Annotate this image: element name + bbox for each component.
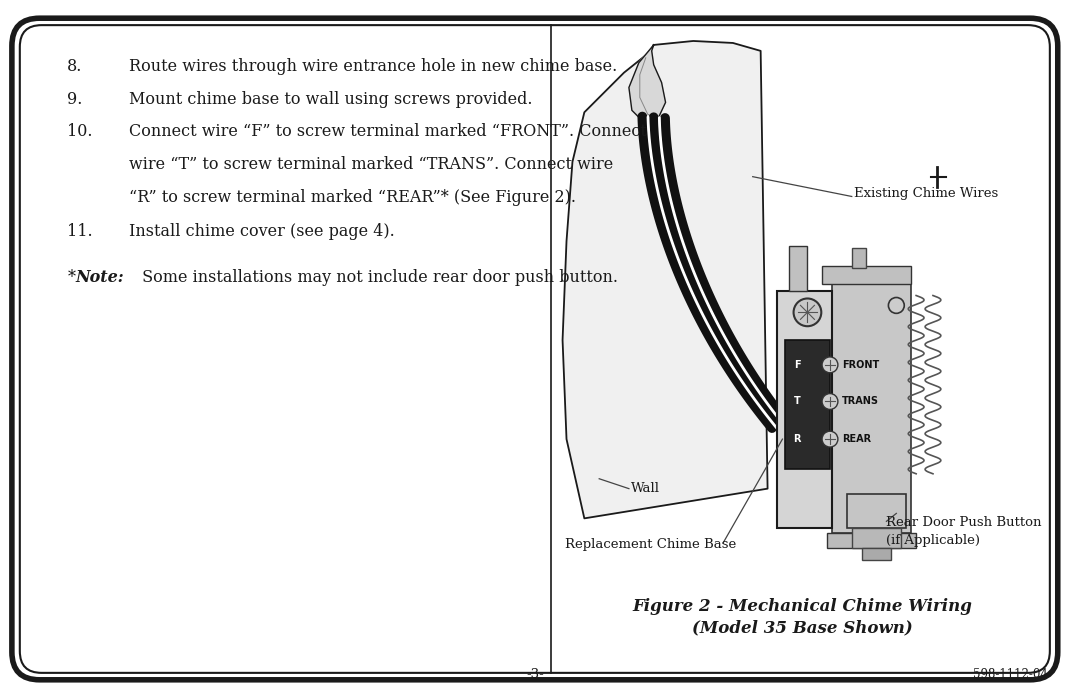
Text: REAR: REAR bbox=[841, 434, 870, 444]
Text: R: R bbox=[794, 434, 801, 444]
Bar bbox=[785, 340, 829, 469]
Text: (if Applicable): (if Applicable) bbox=[887, 534, 981, 547]
Bar bbox=[827, 533, 916, 548]
Text: “R” to screw terminal marked “REAR”* (See Figure 2).: “R” to screw terminal marked “REAR”* (Se… bbox=[129, 188, 576, 205]
Text: (Model 35 Base Shown): (Model 35 Base Shown) bbox=[692, 619, 913, 637]
Circle shape bbox=[794, 299, 821, 326]
Circle shape bbox=[889, 297, 904, 313]
Text: -3-: -3- bbox=[526, 669, 543, 681]
Polygon shape bbox=[629, 45, 665, 122]
Text: 598-1112-04: 598-1112-04 bbox=[973, 669, 1048, 681]
FancyBboxPatch shape bbox=[12, 18, 1057, 680]
Circle shape bbox=[822, 431, 838, 447]
Text: 11.: 11. bbox=[67, 223, 93, 240]
Text: T: T bbox=[794, 396, 800, 406]
Text: Wall: Wall bbox=[631, 482, 660, 495]
Text: Rear Door Push Button: Rear Door Push Button bbox=[887, 517, 1042, 529]
Text: 10.: 10. bbox=[67, 123, 93, 140]
Text: Some installations may not include rear door push button.: Some installations may not include rear … bbox=[137, 269, 618, 285]
Circle shape bbox=[822, 394, 838, 410]
Bar bbox=[832, 276, 912, 533]
Bar bbox=[778, 290, 832, 528]
Bar bbox=[852, 528, 902, 548]
Text: Existing Chime Wires: Existing Chime Wires bbox=[853, 187, 998, 200]
Text: Note:: Note: bbox=[76, 269, 124, 285]
Bar bbox=[862, 548, 891, 560]
Text: Replacement Chime Base: Replacement Chime Base bbox=[565, 538, 735, 551]
Text: F: F bbox=[794, 360, 800, 370]
Text: FRONT: FRONT bbox=[841, 360, 879, 370]
Polygon shape bbox=[563, 41, 768, 519]
Text: Mount chime base to wall using screws provided.: Mount chime base to wall using screws pr… bbox=[129, 91, 532, 107]
Text: *: * bbox=[67, 269, 76, 285]
Bar bbox=[822, 266, 912, 283]
Text: wire “T” to screw terminal marked “TRANS”. Connect wire: wire “T” to screw terminal marked “TRANS… bbox=[129, 156, 613, 173]
Text: Route wires through wire entrance hole in new chime base.: Route wires through wire entrance hole i… bbox=[129, 58, 617, 75]
Text: Connect wire “F” to screw terminal marked “FRONT”. Connect: Connect wire “F” to screw terminal marke… bbox=[129, 123, 647, 140]
Bar bbox=[852, 248, 866, 268]
Text: 8.: 8. bbox=[67, 58, 83, 75]
Text: TRANS: TRANS bbox=[841, 396, 879, 406]
Bar bbox=[847, 493, 906, 528]
Text: Figure 2 - Mechanical Chime Wiring: Figure 2 - Mechanical Chime Wiring bbox=[632, 597, 972, 615]
Circle shape bbox=[822, 357, 838, 373]
Text: Install chime cover (see page 4).: Install chime cover (see page 4). bbox=[129, 223, 394, 240]
Text: 9.: 9. bbox=[67, 91, 83, 107]
Bar bbox=[789, 246, 807, 290]
